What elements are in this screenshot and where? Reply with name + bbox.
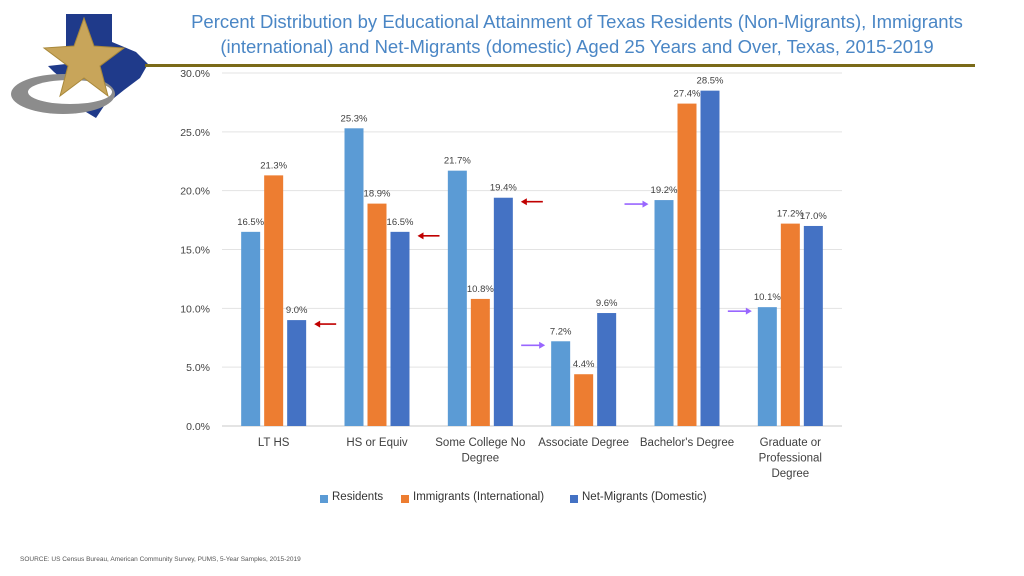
y-tick-label: 15.0% [180,245,210,257]
data-label: 4.4% [573,359,595,370]
x-tick-label: Degree [771,468,809,480]
bar-1-0 [264,175,284,426]
bar-2-2 [493,197,513,426]
legend-label-immigrants: Immigrants (International) [413,491,545,503]
data-label: 19.2% [651,185,678,196]
data-label: 28.5% [697,76,724,87]
data-label: 18.9% [364,189,391,200]
x-tick-label: Bachelor's Degree [640,437,734,449]
y-tick-label: 0.0% [186,421,210,433]
chart-title: Percent Distribution by Educational Atta… [160,9,994,59]
source-note: SOURCE: US Census Bureau, American Commu… [20,556,301,563]
bar-1-3 [574,374,594,426]
legend-swatch-residents [320,495,328,503]
legend-label-net-migrants: Net-Migrants (Domestic) [582,491,707,503]
data-label: 9.0% [286,305,308,316]
data-label: 21.3% [260,160,287,171]
x-tick-label: Associate Degree [538,437,629,449]
y-tick-label: 5.0% [186,362,210,374]
annotation-arrow-head-2 [520,198,527,206]
bar-2-5 [803,225,823,426]
x-tick-label: Graduate or [760,437,822,449]
annotation-arrow-head-4 [642,200,649,208]
bar-0-5 [757,307,777,426]
bar-2-0 [287,320,307,426]
texas-star-logo-icon [11,14,148,118]
x-tick-label: Degree [461,453,499,465]
data-label: 7.2% [550,326,572,337]
chart-title-line-1: Percent Distribution by Educational Atta… [191,11,963,32]
bar-0-2 [447,170,467,426]
x-tick-label: Some College No [435,437,525,449]
legend-swatch-net-migrants [570,495,578,503]
annotation-arrow-head-0 [314,320,321,328]
data-label: 16.5% [237,217,264,228]
x-tick-label: HS or Equiv [346,437,408,449]
chart-title-line-2: (international) and Net-Migrants (domest… [220,36,934,57]
bar-1-4 [677,103,697,427]
data-label: 27.4% [674,89,701,100]
data-label: 17.0% [800,211,827,222]
data-label: 17.2% [777,209,804,220]
y-tick-label: 20.0% [180,186,210,198]
annotation-arrow-head-3 [539,341,546,349]
annotation-arrow-head-1 [417,232,424,240]
bar-0-1 [344,128,364,426]
x-tick-label: LT HS [258,437,290,449]
y-tick-label: 10.0% [180,303,210,315]
bar-0-0 [241,231,261,426]
data-label: 9.6% [596,298,618,309]
data-label: 21.7% [444,156,471,167]
bar-1-1 [367,203,387,426]
annotation-arrow-head-5 [745,307,752,315]
bar-2-4 [700,90,720,427]
bar-1-2 [470,298,490,426]
title-divider [145,64,975,67]
bar-0-4 [654,200,674,426]
x-tick-label: Professional [759,453,822,465]
data-label: 19.4% [490,183,517,194]
data-label: 16.5% [387,217,414,228]
bar-2-1 [390,231,410,426]
y-tick-label: 30.0% [180,68,210,80]
data-label: 10.1% [754,292,781,303]
bar-2-3 [597,313,617,426]
legend-label-residents: Residents [332,491,384,503]
y-tick-label: 25.0% [180,127,210,139]
data-label: 25.3% [341,113,368,124]
bar-1-5 [780,223,800,426]
legend-swatch-immigrants [401,495,409,503]
bar-0-3 [551,341,571,426]
data-label: 10.8% [467,284,494,295]
